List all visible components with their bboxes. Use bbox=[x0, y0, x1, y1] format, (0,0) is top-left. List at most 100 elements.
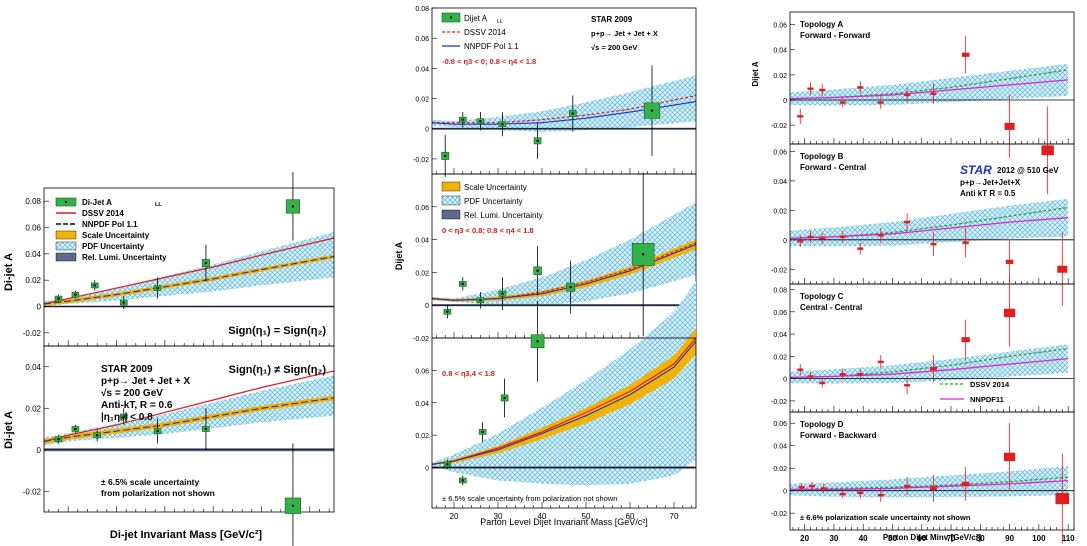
data-point bbox=[93, 284, 96, 287]
data-point bbox=[74, 427, 77, 431]
eta-range-label: -0.8 < η3 < 0; 0.8 < η4 < 1.8 bbox=[442, 57, 536, 66]
data-point-box bbox=[930, 486, 937, 491]
dssv-2014-curve bbox=[432, 94, 697, 124]
y-tick-label: 0 bbox=[37, 303, 42, 312]
data-point-box bbox=[930, 366, 937, 371]
data-point-box bbox=[857, 491, 864, 495]
data-point bbox=[204, 261, 208, 265]
y-tick-label: 0.08 bbox=[773, 288, 787, 295]
data-point bbox=[481, 430, 484, 434]
legend-label: NNPDF Pol 1.1 bbox=[464, 42, 519, 51]
data-point-box bbox=[797, 115, 804, 118]
note-line: from polarization not shown bbox=[101, 488, 215, 498]
data-point bbox=[74, 293, 77, 296]
pdf-uncertainty-band bbox=[432, 281, 696, 486]
legend-subscript: LL bbox=[155, 202, 162, 208]
data-point-box bbox=[1003, 452, 1016, 462]
pdf-uncertainty-band bbox=[790, 63, 1069, 106]
data-point-box bbox=[1005, 259, 1014, 264]
data-point-box bbox=[1041, 145, 1054, 156]
data-point-box bbox=[839, 235, 846, 239]
data-point-box bbox=[807, 87, 814, 90]
legend-label: Scale Uncertainty bbox=[464, 183, 527, 192]
y-tick-label: 0.04 bbox=[25, 250, 41, 259]
data-point bbox=[461, 118, 464, 121]
y-tick-label: 0.04 bbox=[773, 48, 787, 55]
star-info-line: Anti kT R = 0.5 bbox=[960, 189, 1016, 198]
data-point-box bbox=[962, 241, 969, 245]
x-axis-label: Parton Level Dijet Invariant Mass [GeV/c… bbox=[480, 517, 648, 527]
y-tick-label: 0.06 bbox=[415, 36, 429, 43]
y-tick-label: 0 bbox=[783, 489, 787, 496]
legend-swatch bbox=[441, 195, 461, 206]
y-tick-label: 0.06 bbox=[415, 368, 429, 375]
y-axis-label: Dijet A bbox=[394, 241, 404, 270]
data-point-box bbox=[877, 101, 884, 104]
data-point bbox=[501, 123, 504, 126]
data-point bbox=[57, 297, 60, 300]
data-point-box bbox=[961, 481, 970, 487]
legend-swatch bbox=[449, 16, 453, 19]
legend-swatch bbox=[64, 200, 68, 204]
note-line: ± 6.5% scale uncertainty from polarizati… bbox=[442, 494, 617, 503]
data-point-box bbox=[877, 360, 884, 364]
data-point bbox=[536, 340, 539, 343]
data-point-box bbox=[1055, 492, 1070, 505]
note-line: ± 6.5% scale uncertainty bbox=[101, 477, 199, 487]
legend-swatch bbox=[55, 252, 77, 262]
y-axis-label: Di-jet A bbox=[3, 253, 15, 291]
x-tick-label: 40 bbox=[538, 512, 547, 521]
legend-label: Rel. Lumi. Uncertainty bbox=[464, 211, 543, 220]
y-tick-label: -0.02 bbox=[771, 267, 787, 274]
y-tick-label: 0.06 bbox=[773, 421, 787, 428]
legend-label: NNPDF11 bbox=[970, 395, 1004, 404]
legend-label: DSSV 2014 bbox=[464, 28, 506, 37]
plot-frame bbox=[789, 411, 1075, 531]
nnpdf-curve bbox=[431, 340, 697, 465]
x-tick-label: 90 bbox=[1005, 534, 1014, 543]
data-point-box bbox=[904, 484, 911, 488]
x-tick-label: 100 bbox=[1032, 534, 1046, 543]
y-tick-label: 0.04 bbox=[773, 179, 787, 186]
data-point bbox=[479, 299, 482, 302]
legend-label: DSSV 2014 bbox=[970, 380, 1010, 389]
y-tick-label: -0.02 bbox=[771, 511, 787, 518]
data-point-box bbox=[797, 368, 804, 371]
pdf-uncertainty-band bbox=[790, 198, 1069, 247]
data-point bbox=[461, 479, 464, 482]
data-point bbox=[291, 205, 295, 208]
data-point bbox=[536, 269, 539, 272]
region-label: Sign(η₁) ≠ Sign(η₂) bbox=[229, 364, 327, 376]
star-logo: STAR bbox=[960, 163, 992, 177]
y-tick-label: 0 bbox=[425, 303, 429, 310]
data-point-box bbox=[904, 220, 911, 224]
y-tick-label: 0.06 bbox=[25, 224, 41, 233]
data-point bbox=[571, 112, 574, 115]
legend-swatch bbox=[441, 181, 461, 192]
eta-range-label: 0.8 < η3,4 < 1.8 bbox=[442, 369, 495, 378]
data-point bbox=[461, 282, 464, 286]
topology-name: Topology A bbox=[800, 20, 843, 29]
data-point-box bbox=[819, 88, 826, 92]
data-point bbox=[122, 415, 125, 418]
topology-type: Forward - Central bbox=[800, 163, 866, 172]
region-label: Sign(η₁) = Sign(η₂) bbox=[228, 325, 326, 337]
star-info-line: Anti-kT, R = 0.6 bbox=[101, 400, 173, 411]
data-point bbox=[642, 253, 645, 256]
star-info-line: |η₁η₂| < 0.8 bbox=[101, 412, 153, 423]
data-point-box bbox=[820, 487, 827, 490]
x-tick-label: 80 bbox=[976, 534, 985, 543]
data-point-box bbox=[930, 243, 937, 246]
y-tick-label: 0.04 bbox=[415, 238, 429, 245]
data-point bbox=[204, 427, 208, 431]
y-tick-label: 0.06 bbox=[773, 23, 787, 30]
x-tick-label: 40 bbox=[859, 534, 868, 543]
x-axis-label: Di-jet Invariant Mass [GeV/c²] bbox=[110, 529, 263, 541]
topology-type: Forward - Forward bbox=[800, 31, 870, 40]
pdf-uncertainty-band bbox=[790, 466, 1069, 498]
y-tick-label: 0.02 bbox=[415, 97, 429, 104]
y-tick-label: 0 bbox=[783, 377, 787, 384]
pdf-uncertainty-band bbox=[44, 375, 334, 446]
nnpdf-curve bbox=[431, 101, 697, 125]
data-point bbox=[503, 396, 506, 400]
